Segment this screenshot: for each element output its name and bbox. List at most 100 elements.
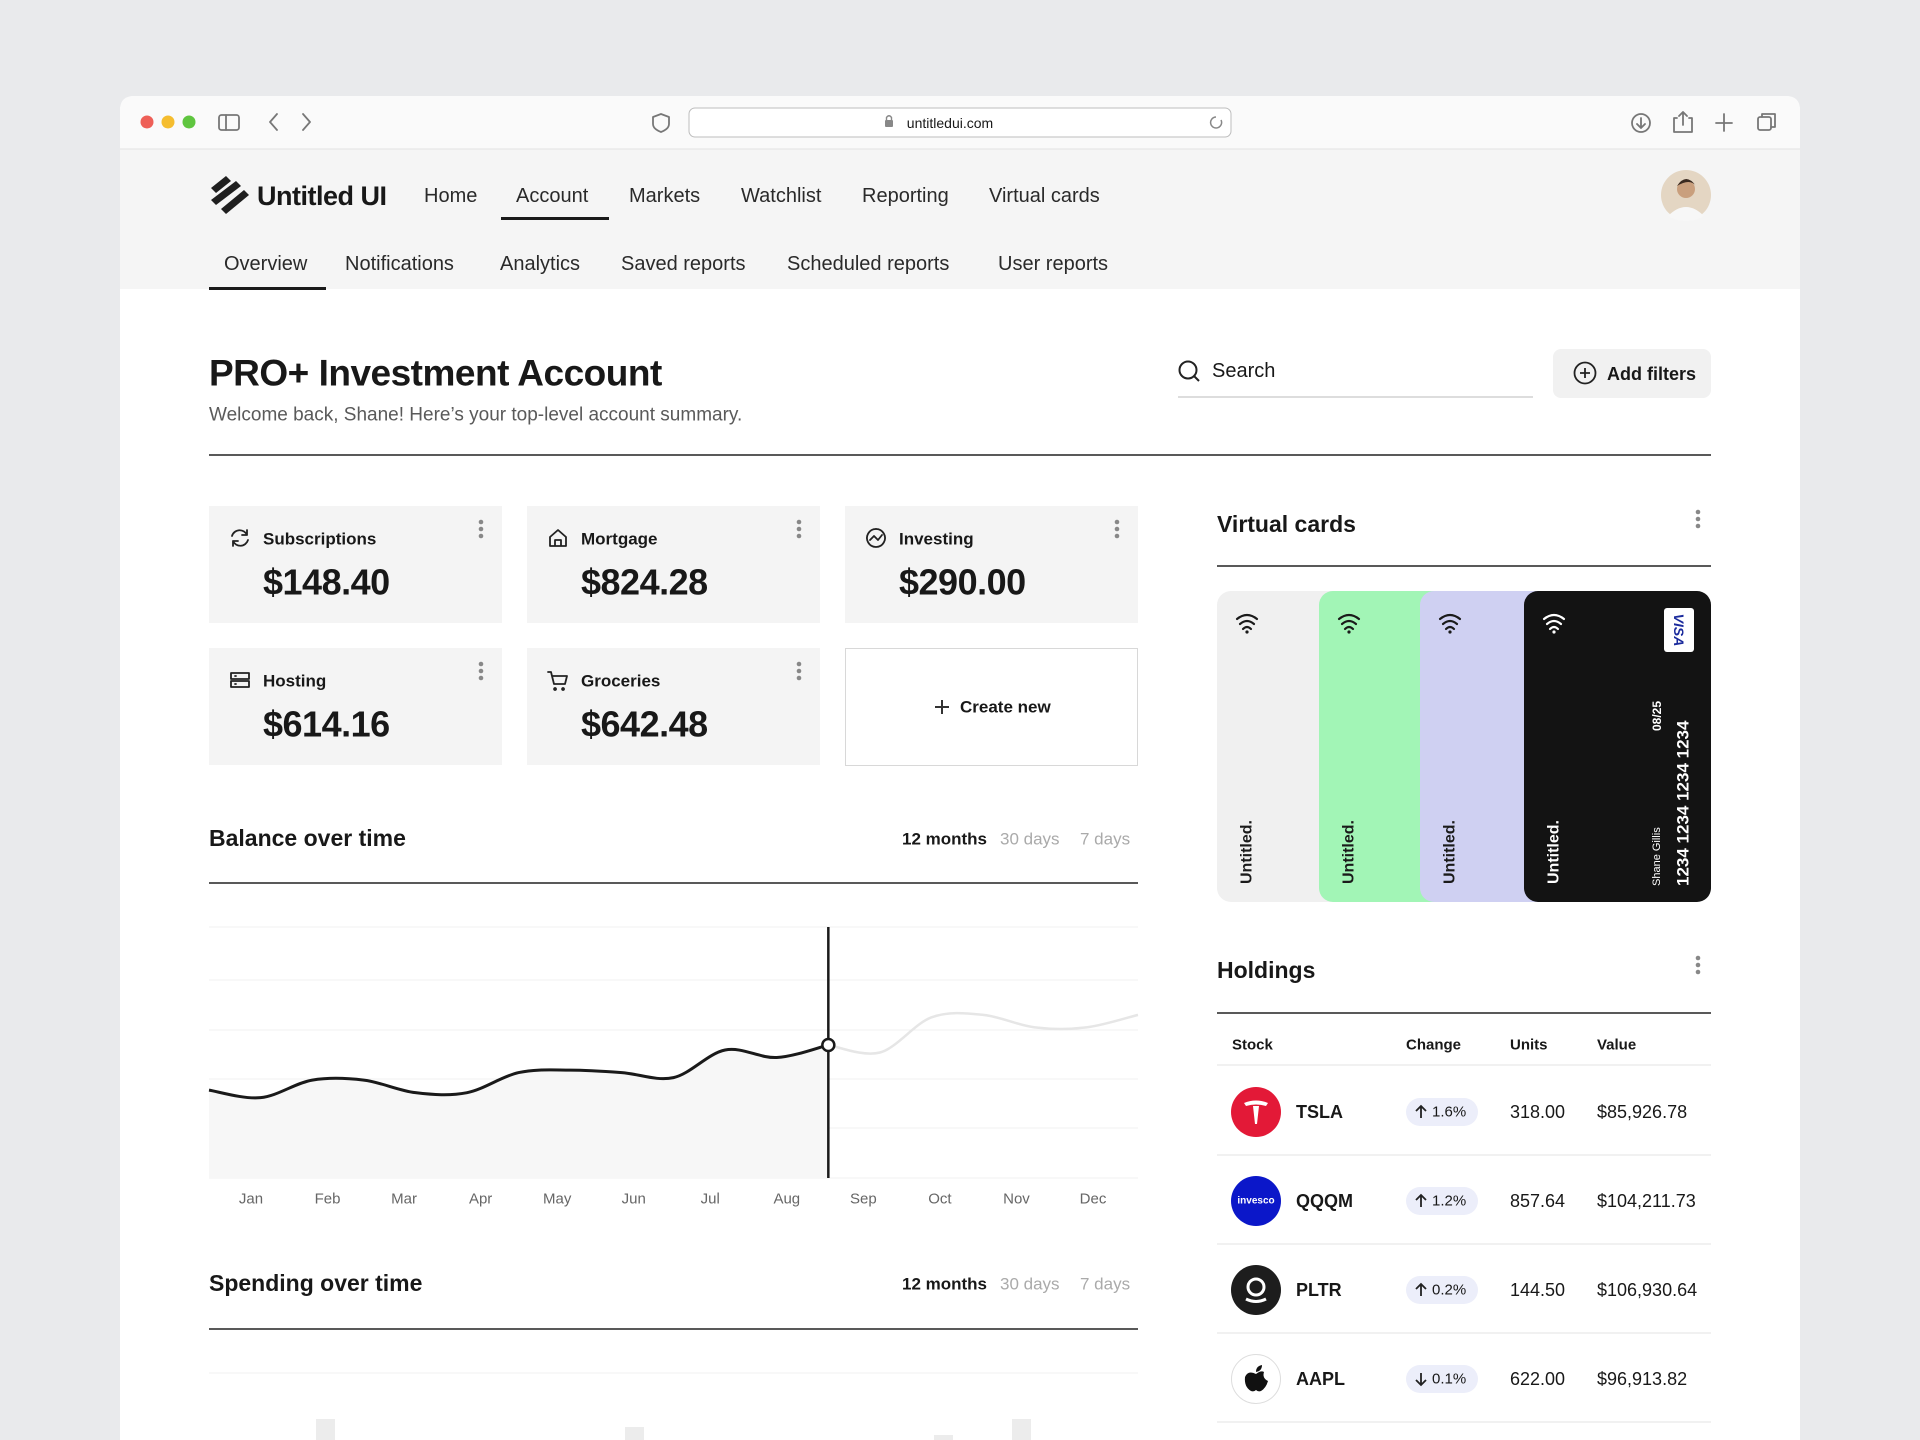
url: untitledui.com xyxy=(907,115,993,131)
subnav-link[interactable]: Analytics xyxy=(500,253,580,275)
range-tab[interactable]: 12 months xyxy=(902,1275,987,1294)
range-tab[interactable]: 30 days xyxy=(1000,1275,1060,1294)
x-tick-label: Sep xyxy=(850,1191,877,1208)
stat-card[interactable]: Investing$290.00 xyxy=(845,506,1138,623)
section-title: Holdings xyxy=(1217,957,1315,983)
nav-link[interactable]: Watchlist xyxy=(741,185,822,207)
x-tick-label: Apr xyxy=(469,1191,492,1208)
card-brand: Untitled. xyxy=(1341,820,1358,884)
kebab-dot[interactable] xyxy=(479,534,484,539)
kebab-dot[interactable] xyxy=(1115,534,1120,539)
kebab-dot[interactable] xyxy=(797,676,802,681)
stock-logo-group: invesco xyxy=(1231,1176,1281,1226)
stat-card[interactable]: Mortgage $824.28 xyxy=(527,506,820,623)
nav-link[interactable]: Reporting xyxy=(862,185,949,207)
kebab-dot[interactable] xyxy=(797,534,802,539)
x-tick-label: Oct xyxy=(928,1191,952,1208)
x-tick-label: Aug xyxy=(773,1191,800,1208)
kebab-menu[interactable] xyxy=(1696,956,1701,975)
holding-value: $85,926.78 xyxy=(1597,1102,1687,1122)
stat-value: $148.40 xyxy=(263,562,390,603)
kebab-dot[interactable] xyxy=(797,520,802,525)
holding-value: $106,930.64 xyxy=(1597,1280,1697,1300)
brand: Untitled UI xyxy=(257,181,387,211)
kebab-dot[interactable] xyxy=(479,676,484,681)
column-header: Value xyxy=(1597,1037,1636,1054)
x-tick-label: Nov xyxy=(1003,1191,1030,1208)
close-button[interactable] xyxy=(141,116,154,129)
kebab-menu[interactable] xyxy=(1696,510,1701,529)
card-stack: Untitled.Untitled.Untitled.Untitled.VISA… xyxy=(1217,591,1711,902)
nav-active-underline xyxy=(501,217,609,220)
minimize-button[interactable] xyxy=(162,116,175,129)
range-tab[interactable]: 30 days xyxy=(1000,830,1060,849)
subnav-link[interactable]: Overview xyxy=(224,253,308,275)
card-brand: Untitled. xyxy=(1546,820,1563,884)
x-tick-label: Jan xyxy=(239,1191,263,1208)
kebab-dot[interactable] xyxy=(479,527,484,532)
units: 318.00 xyxy=(1510,1102,1565,1122)
zoom-button[interactable] xyxy=(183,116,196,129)
kebab-dot[interactable] xyxy=(479,669,484,674)
x-tick-label: Jul xyxy=(701,1191,720,1208)
stat-label: Hosting xyxy=(263,672,326,691)
add-filters-label[interactable]: Add filters xyxy=(1607,364,1696,384)
stat-card[interactable]: Subscriptions $148.40 xyxy=(209,506,502,623)
nav-link[interactable]: Markets xyxy=(629,185,700,207)
card-brand: Untitled. xyxy=(1442,820,1459,884)
subnav-link[interactable]: Scheduled reports xyxy=(787,253,949,275)
change-value: 0.2% xyxy=(1432,1282,1466,1299)
x-tick-label: Mar xyxy=(391,1191,417,1208)
range-tab[interactable]: 7 days xyxy=(1080,830,1130,849)
nav-link[interactable]: Home xyxy=(424,185,477,207)
stat-label: Mortgage xyxy=(581,530,658,549)
stat-label: Subscriptions xyxy=(263,530,376,549)
page-title: PRO+ Investment Account xyxy=(209,353,662,394)
card-expiry: 08/25 xyxy=(1650,701,1664,731)
section-title: Balance over time xyxy=(209,825,406,851)
column-header: Stock xyxy=(1232,1037,1274,1054)
stat-card[interactable]: Groceries$642.48 xyxy=(527,648,820,765)
contactless-dot xyxy=(1347,630,1350,633)
contactless-dot xyxy=(1552,630,1555,633)
column-header: Units xyxy=(1510,1037,1548,1054)
section-title: Spending over time xyxy=(209,1270,422,1296)
nav-link[interactable]: Virtual cards xyxy=(989,185,1100,207)
stat-value: $824.28 xyxy=(581,562,708,603)
card-network: VISA xyxy=(1671,614,1687,647)
x-tick-label: May xyxy=(543,1191,572,1208)
stock-logo xyxy=(1231,1265,1281,1315)
kebab-dot[interactable] xyxy=(797,669,802,674)
contactless-dot xyxy=(1245,630,1248,633)
change-value: 0.1% xyxy=(1432,1371,1466,1388)
cursor-point[interactable] xyxy=(822,1039,834,1051)
stat-label: Investing xyxy=(899,530,974,549)
range-tab[interactable]: 12 months xyxy=(902,830,987,849)
units: 144.50 xyxy=(1510,1280,1565,1300)
range-tab[interactable]: 7 days xyxy=(1080,1275,1130,1294)
stock-logo-group xyxy=(1231,1265,1281,1315)
create-new-label[interactable]: Create new xyxy=(960,698,1051,717)
units: 857.64 xyxy=(1510,1191,1565,1211)
subnav-link[interactable]: User reports xyxy=(998,253,1108,275)
x-tick-label: Feb xyxy=(315,1191,341,1208)
kebab-dot[interactable] xyxy=(1115,527,1120,532)
column-header: Change xyxy=(1406,1037,1461,1054)
nav-link[interactable]: Account xyxy=(516,185,589,207)
page-subtitle: Welcome back, Shane! Here’s your top-lev… xyxy=(209,405,742,426)
subnav-link[interactable]: Saved reports xyxy=(621,253,746,275)
subnav-link[interactable]: Notifications xyxy=(345,253,454,275)
contactless-dot xyxy=(1448,630,1451,633)
stat-card[interactable]: Hosting$614.16 xyxy=(209,648,502,765)
stock-ticker: AAPL xyxy=(1296,1369,1345,1389)
stat-value: $642.48 xyxy=(581,704,708,745)
kebab-dot[interactable] xyxy=(797,662,802,667)
stock-ticker: QQQM xyxy=(1296,1191,1353,1211)
kebab-dot[interactable] xyxy=(1115,520,1120,525)
kebab-dot[interactable] xyxy=(479,662,484,667)
kebab-dot[interactable] xyxy=(479,520,484,525)
subnav-active-underline xyxy=(209,287,326,290)
kebab-dot[interactable] xyxy=(797,527,802,532)
search-input[interactable]: Search xyxy=(1212,360,1275,382)
